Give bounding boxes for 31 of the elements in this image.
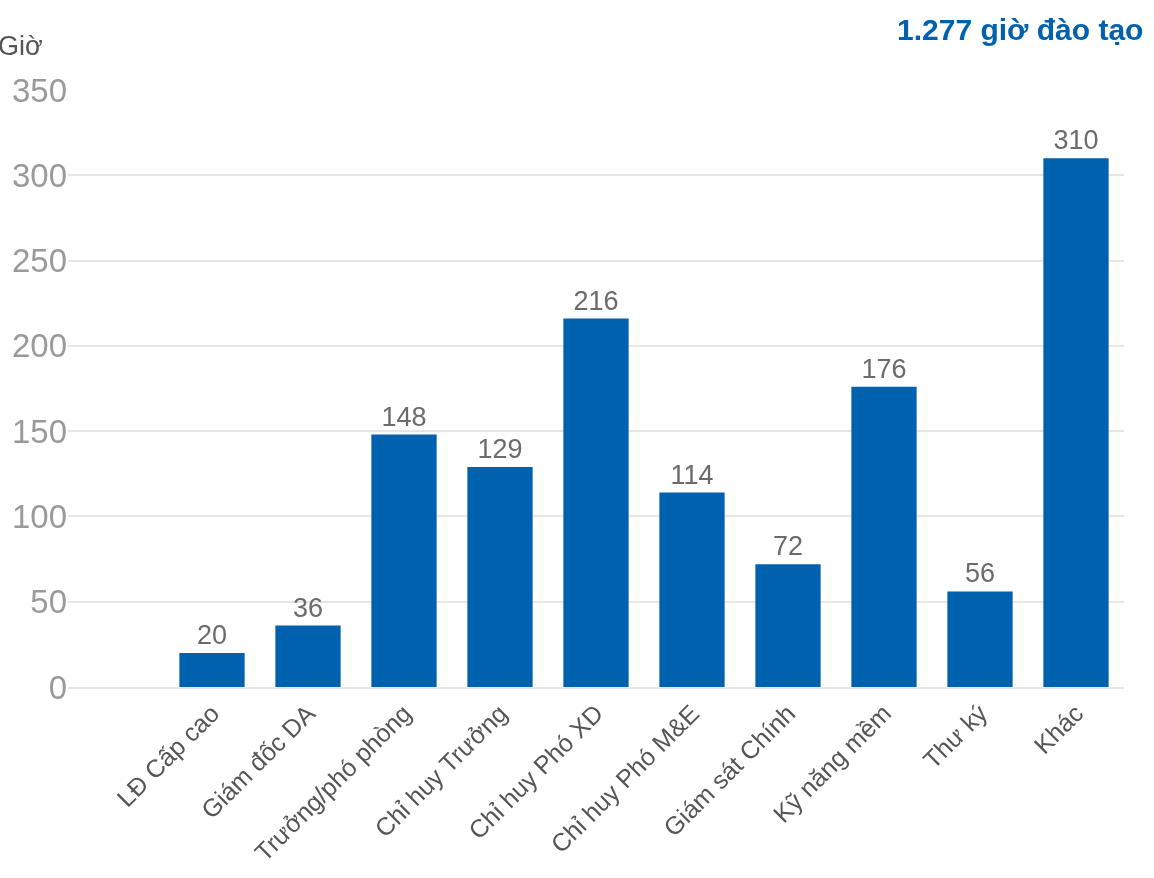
bar <box>371 434 437 687</box>
data-label: 148 <box>381 401 427 432</box>
y-tick-label: 150 <box>11 412 67 450</box>
bar <box>563 318 629 687</box>
data-label: 72 <box>772 531 804 562</box>
y-tick-label: 0 <box>48 668 67 706</box>
data-label: 310 <box>1053 125 1099 156</box>
bar <box>275 625 341 687</box>
y-tick-label: 100 <box>11 497 67 535</box>
bar <box>755 564 821 687</box>
x-tick-label: Thư ký <box>917 698 993 774</box>
bar <box>947 591 1013 687</box>
y-tick-label: 350 <box>11 71 67 109</box>
chart-title: 1.277 giờ đào tạo <box>897 13 1144 46</box>
y-tick-label: 300 <box>11 156 67 194</box>
data-label: 114 <box>670 459 714 490</box>
data-label: 176 <box>861 353 907 384</box>
y-tick-label: 250 <box>11 242 67 280</box>
y-tick-label: 200 <box>11 327 67 365</box>
data-label: 36 <box>292 592 324 623</box>
y-tick-label: 50 <box>30 583 67 621</box>
data-label: 56 <box>964 558 996 589</box>
data-label: 129 <box>477 433 523 464</box>
data-label: 216 <box>573 285 619 316</box>
bar <box>467 466 533 687</box>
bar <box>659 492 725 687</box>
bar <box>1043 158 1109 687</box>
data-label: 20 <box>196 619 228 650</box>
bar <box>179 652 245 687</box>
y-axis-title: Giờ <box>0 31 43 61</box>
bar <box>851 386 917 687</box>
